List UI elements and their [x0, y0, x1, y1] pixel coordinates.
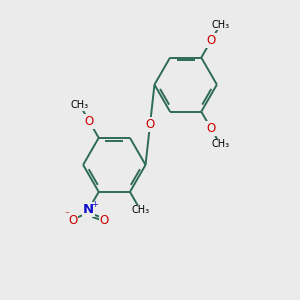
Text: O: O: [206, 34, 216, 47]
Text: O: O: [100, 214, 109, 227]
Text: CH₃: CH₃: [71, 100, 89, 110]
Text: O: O: [206, 122, 216, 135]
Text: CH₃: CH₃: [211, 20, 229, 30]
Text: O: O: [146, 118, 154, 131]
Text: ⁻: ⁻: [65, 210, 70, 220]
Text: N: N: [83, 203, 94, 216]
Text: +: +: [91, 200, 98, 208]
Text: CH₃: CH₃: [132, 206, 150, 215]
Text: O: O: [84, 115, 94, 128]
Text: CH₃: CH₃: [211, 139, 229, 149]
Text: O: O: [68, 214, 78, 227]
